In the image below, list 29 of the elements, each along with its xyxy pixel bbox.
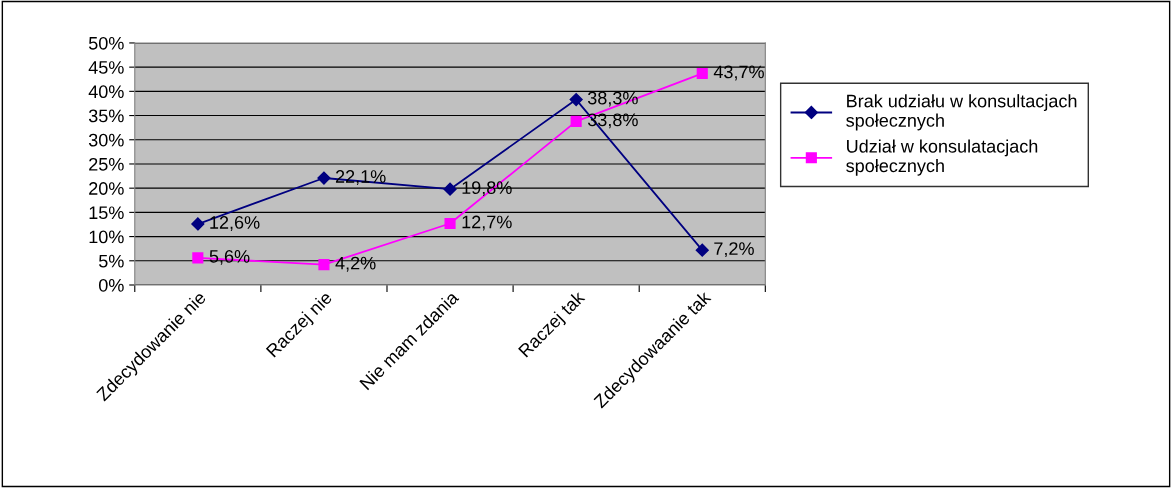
point [192,252,204,264]
point [569,92,583,107]
point [443,182,457,196]
y-tick-label: 10% [89,230,124,244]
data-label: 7,2% [714,242,754,258]
data-label: 4,2% [335,256,376,272]
y-tick-label: 15% [89,206,124,220]
data-label: 38,3% [587,91,638,107]
y-tick-label: 0% [98,278,124,292]
point [444,217,456,230]
y-tick-label: 20% [89,182,124,195]
y-tick-label: 30% [88,133,124,147]
legend-label: Udział w konsulatacjach społecznych [846,139,1038,176]
y-tick-label: 40% [88,85,124,99]
y-tick-label: 45% [88,61,124,74]
point [191,217,205,231]
y-tick-label: 50% [88,36,124,50]
point [570,115,582,127]
data-label: 12,7% [462,215,512,231]
data-label: 43,7% [713,65,764,81]
point [696,67,708,79]
y-tick-label: 25% [89,157,124,171]
point [318,259,330,271]
data-label: 12,6% [210,216,260,231]
point [317,171,331,185]
y-tick-label: 35% [88,109,124,123]
y-tick-label: 5% [98,254,124,268]
legend-label: Brak udziału w konsultacjach społecznych [846,94,1077,131]
point [695,243,709,257]
